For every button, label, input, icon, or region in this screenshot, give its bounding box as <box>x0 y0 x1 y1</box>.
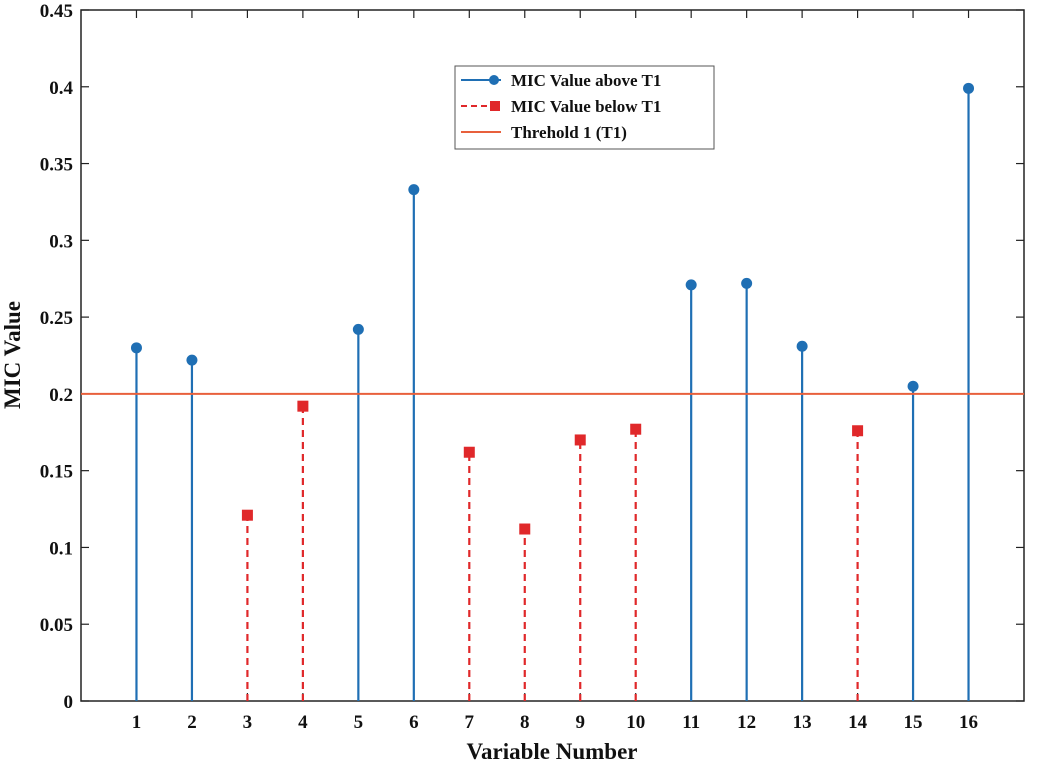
y-tick-label: 0.1 <box>49 538 73 559</box>
x-tick-label: 7 <box>465 712 475 733</box>
stem-markers <box>130 82 975 535</box>
x-tick-label: 5 <box>354 712 364 733</box>
y-axis: 0 0.05 0.1 0.15 0.2 0.25 0.3 0.35 0.4 0.45 <box>40 1 1024 713</box>
x-tick-label: 6 <box>409 712 419 733</box>
x-tick-label: 9 <box>575 712 585 733</box>
legend-label-below: MIC Value below T1 <box>511 97 661 116</box>
x-tick-label: 13 <box>793 712 812 733</box>
stem-point-above <box>186 354 198 366</box>
y-tick-label: 0.3 <box>49 231 73 252</box>
legend-label-threshold: Threhold 1 (T1) <box>511 123 627 142</box>
y-tick-label: 0.2 <box>49 385 73 406</box>
y-tick-label: 0.05 <box>40 615 73 636</box>
x-tick-label: 11 <box>682 712 700 733</box>
y-axis-label: MIC Value <box>0 301 25 409</box>
stem-point-above <box>685 279 697 291</box>
x-tick-label: 16 <box>959 712 978 733</box>
x-tick-label: 4 <box>298 712 308 733</box>
x-tick-label: 15 <box>904 712 923 733</box>
y-tick-label: 0.25 <box>40 308 73 329</box>
x-tick-label: 2 <box>187 712 197 733</box>
x-tick-label: 14 <box>848 712 868 733</box>
y-tick-label: 0 <box>64 692 74 713</box>
y-tick-label: 0.15 <box>40 462 73 483</box>
x-axis-label: Variable Number <box>466 739 637 764</box>
legend-label-above: MIC Value above T1 <box>511 71 661 90</box>
x-tick-label: 8 <box>520 712 530 733</box>
legend-marker-above <box>489 75 499 85</box>
legend: MIC Value above T1 MIC Value below T1 Th… <box>454 65 715 150</box>
legend-marker-below <box>490 101 500 111</box>
x-tick-label: 3 <box>243 712 253 733</box>
stem-point-above <box>130 342 142 354</box>
y-tick-label: 0.45 <box>40 1 73 22</box>
stem-point-below <box>463 446 475 458</box>
stem-point-below <box>852 425 864 437</box>
stem-point-below <box>297 400 309 412</box>
x-tick-label: 10 <box>626 712 645 733</box>
stem-point-above <box>741 277 753 289</box>
stem-point-below <box>241 509 253 521</box>
stem-point-below <box>630 423 642 435</box>
stem-point-above <box>352 323 364 335</box>
y-tick-label: 0.4 <box>49 78 73 99</box>
x-tick-label: 1 <box>132 712 142 733</box>
stem-point-below <box>574 434 586 446</box>
stem-point-above <box>963 82 975 94</box>
stem-point-above <box>408 184 420 196</box>
stem-point-above <box>907 380 919 392</box>
x-axis: 1 2 3 4 5 6 7 8 9 10 11 12 13 14 15 16 <box>132 10 978 733</box>
y-tick-label: 0.35 <box>40 155 73 176</box>
stem-point-above <box>796 340 808 352</box>
x-tick-label: 12 <box>737 712 756 733</box>
stem-point-below <box>519 523 531 535</box>
